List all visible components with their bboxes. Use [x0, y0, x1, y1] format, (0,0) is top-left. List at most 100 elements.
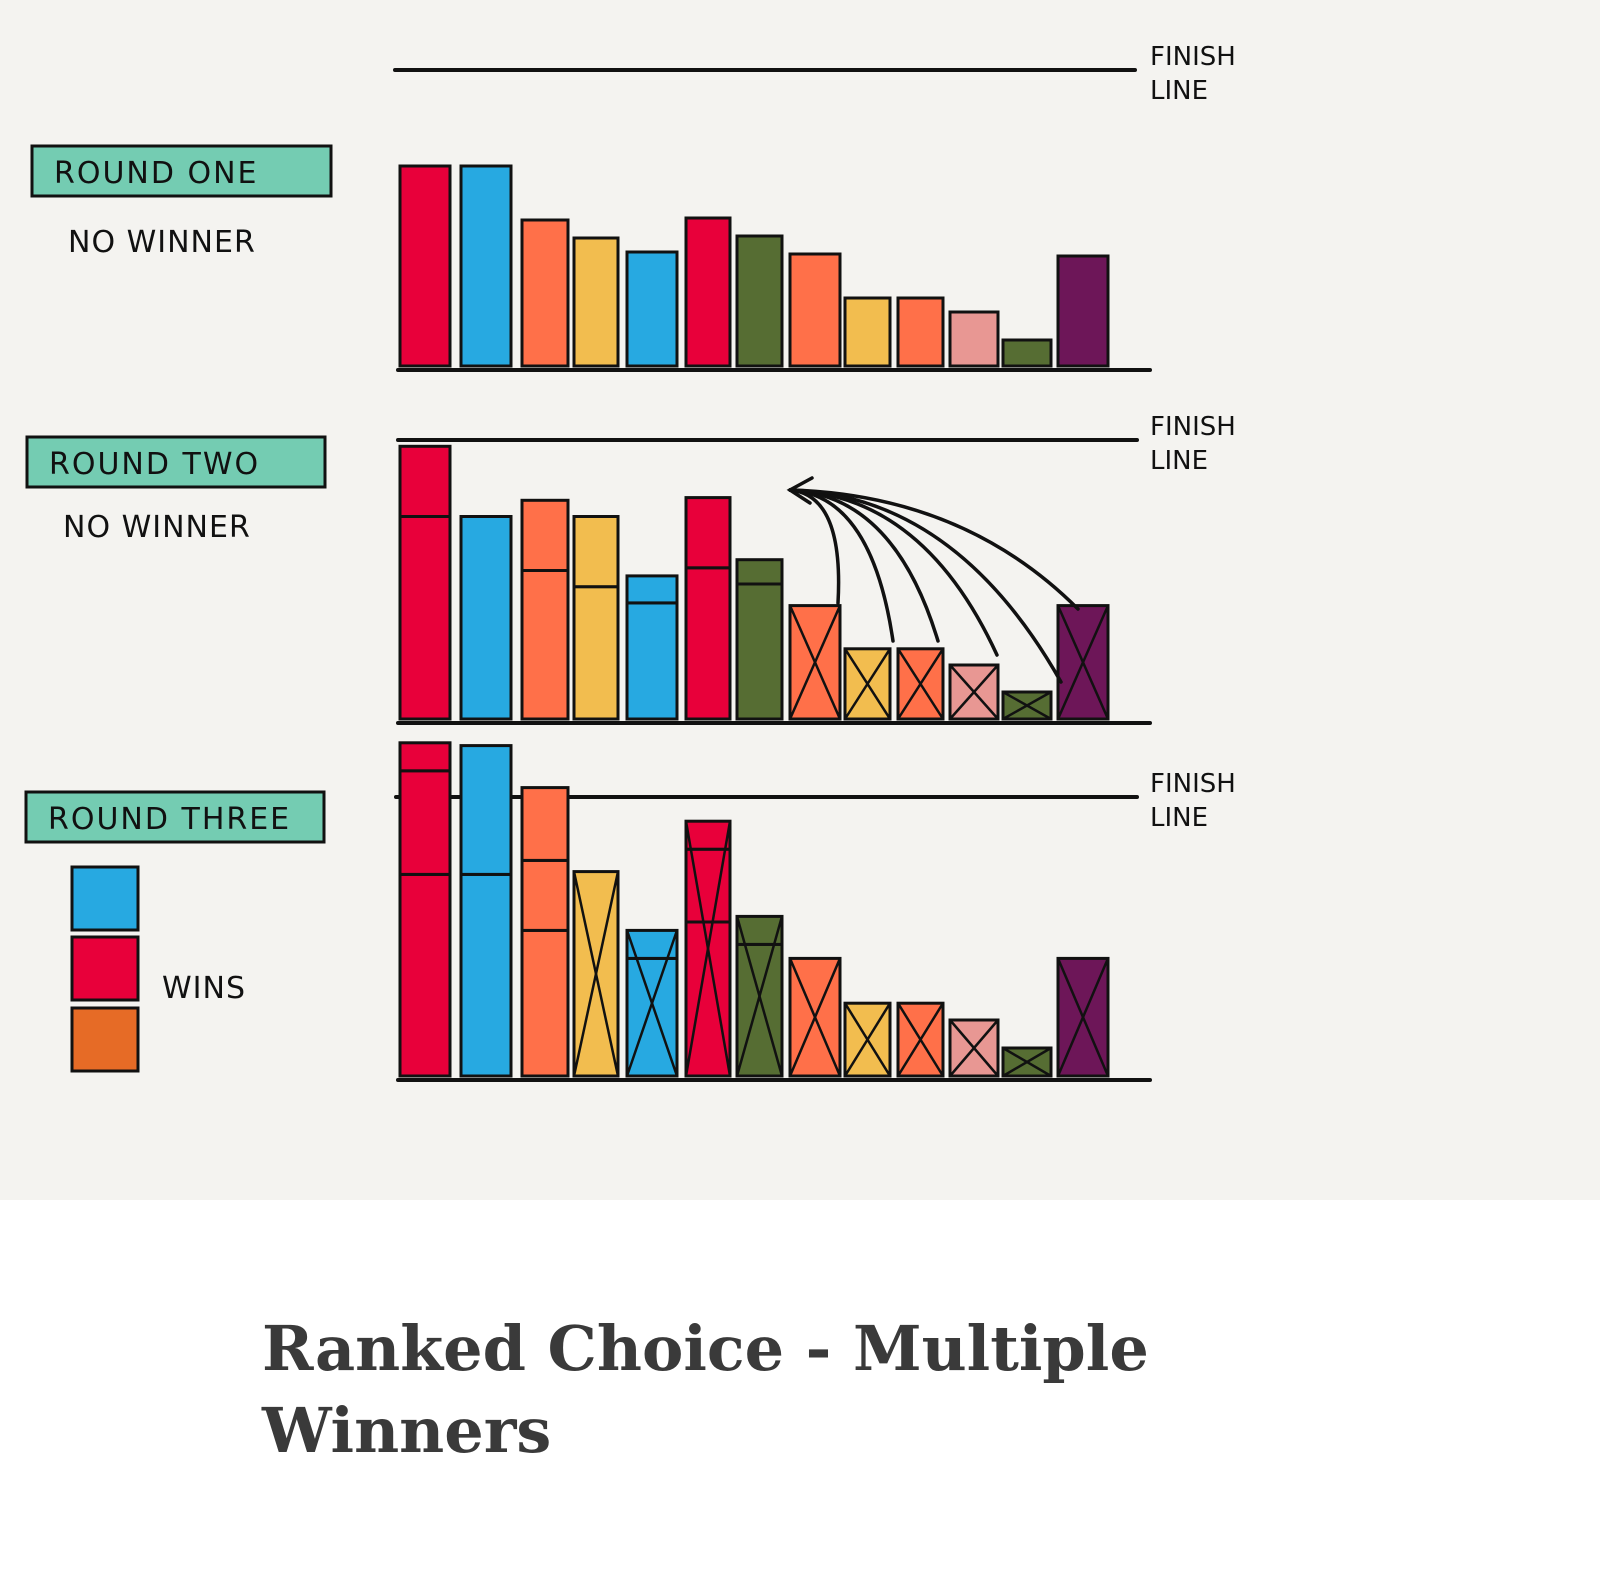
finish-line-label-word: FINISH	[1150, 42, 1236, 72]
transferred-votes-segment	[398, 444, 452, 518]
eliminated-cross	[735, 916, 784, 1077]
bar-segment	[572, 236, 620, 368]
candidate-bar	[684, 819, 732, 1078]
round-tag	[24, 790, 326, 844]
caption-title: Ranked Choice - Multiple Winners	[262, 1312, 1149, 1467]
eliminated-cross	[896, 648, 945, 720]
candidate-bar	[948, 663, 1000, 721]
bar-segment	[1056, 254, 1110, 368]
eliminated-cross	[896, 1002, 945, 1077]
eliminated-cross	[1056, 957, 1110, 1077]
bar-segment	[843, 296, 892, 368]
bar-segment	[459, 515, 513, 721]
eliminated-cross	[572, 871, 620, 1077]
candidate-bar	[896, 296, 945, 368]
transferred-votes-segment	[520, 498, 570, 572]
bar-segment	[684, 566, 732, 721]
eliminated-cross	[949, 1019, 999, 1077]
candidate-bar	[843, 647, 892, 721]
finish-line-label-word: FINISH	[1150, 412, 1236, 442]
candidate-bar	[896, 1001, 945, 1078]
eliminated-cross	[625, 929, 679, 1077]
candidate-bar	[788, 604, 842, 721]
diagram-panel: FINISH LINE ROUND ONE NO WINNER FINISH LINE RO…	[0, 0, 1600, 1200]
round-status: NO WINNER	[63, 510, 251, 545]
candidate-bar	[948, 1018, 1000, 1078]
candidate-bar	[625, 928, 679, 1078]
bar-segment	[684, 216, 732, 368]
transferred-votes-segment	[572, 515, 620, 589]
bar-segment	[788, 252, 842, 368]
candidate-bar	[735, 914, 784, 1078]
eliminated-cross	[843, 648, 892, 720]
eliminated-cross	[1056, 605, 1110, 720]
winner-swatch	[70, 1006, 140, 1073]
candidate-bar	[520, 218, 570, 368]
candidate-bar	[843, 1001, 892, 1078]
ranked-choice-diagram: FINISH LINE ROUND ONE NO WINNER FINISH LINE RO…	[24, 42, 1236, 1082]
eliminated-cross	[843, 1002, 892, 1077]
candidate-bar	[1056, 956, 1110, 1078]
bar-segment	[896, 296, 945, 368]
vote-transfer-arrows	[786, 476, 1080, 684]
candidate-bar	[520, 786, 570, 1078]
round-2: FINISH LINE ROUND TWO NO WINNER	[25, 412, 1236, 725]
bar-segment	[735, 582, 784, 721]
candidate-bar	[572, 870, 620, 1078]
eliminated-cross	[788, 957, 842, 1077]
candidate-bar	[1001, 1046, 1053, 1078]
candidate-bar	[684, 216, 732, 368]
candidate-bar	[1056, 254, 1110, 368]
winner-swatch	[70, 865, 140, 932]
round-1: FINISH LINE ROUND ONE NO WINNER	[30, 42, 1236, 372]
bar-segment	[398, 872, 452, 1078]
transferred-votes-segment	[625, 574, 679, 605]
transferred-votes-segment	[459, 744, 513, 876]
candidate-bar	[788, 252, 842, 368]
candidate-bar	[398, 444, 452, 721]
transferred-votes-segment	[520, 786, 570, 862]
arrowhead	[786, 476, 814, 505]
bar-segment	[572, 585, 620, 721]
candidate-bar	[1056, 604, 1110, 721]
bar-segment	[459, 872, 513, 1078]
bar-segment	[625, 250, 679, 368]
transferred-votes-segment	[735, 558, 784, 586]
transfer-arrow	[788, 488, 841, 605]
bar-segment	[948, 310, 1000, 368]
transferred-votes-segment	[398, 769, 452, 876]
round-status: WINS	[162, 971, 246, 1006]
bar-segment	[398, 515, 452, 721]
bar-segment	[520, 569, 570, 721]
round-title: ROUND THREE	[48, 802, 291, 837]
candidate-bar	[625, 574, 679, 721]
bar-segment	[625, 601, 679, 721]
bar-segment	[625, 956, 679, 1078]
candidate-bar	[788, 956, 842, 1078]
candidate-bar	[625, 250, 679, 368]
bar-segment	[520, 928, 570, 1078]
finish-line-label: FINISH LINE	[1150, 412, 1236, 476]
finish-line-label-word: LINE	[1150, 76, 1208, 106]
transferred-votes-segment	[684, 496, 732, 570]
bar-segment	[398, 164, 452, 368]
transferred-votes-segment	[398, 741, 452, 773]
eliminated-cross	[684, 820, 732, 1077]
round-tag	[30, 144, 333, 198]
candidate-bar	[948, 310, 1000, 368]
candidate-bar	[1001, 338, 1053, 368]
finish-line-label-word: LINE	[1150, 446, 1208, 476]
round-3: FINISH LINE ROUND THREE WINS	[24, 741, 1236, 1082]
candidate-bar	[896, 647, 945, 721]
transferred-votes-segment	[684, 819, 732, 851]
eliminated-cross	[788, 605, 842, 720]
candidate-bar	[398, 164, 452, 368]
bar-segment	[459, 164, 513, 368]
finish-line-label-word: FINISH	[1150, 769, 1236, 799]
bar-segment	[520, 218, 570, 368]
candidate-bar	[572, 236, 620, 368]
round-title: ROUND TWO	[49, 447, 260, 482]
eliminated-cross	[949, 664, 999, 720]
bar-segment	[1001, 338, 1053, 368]
